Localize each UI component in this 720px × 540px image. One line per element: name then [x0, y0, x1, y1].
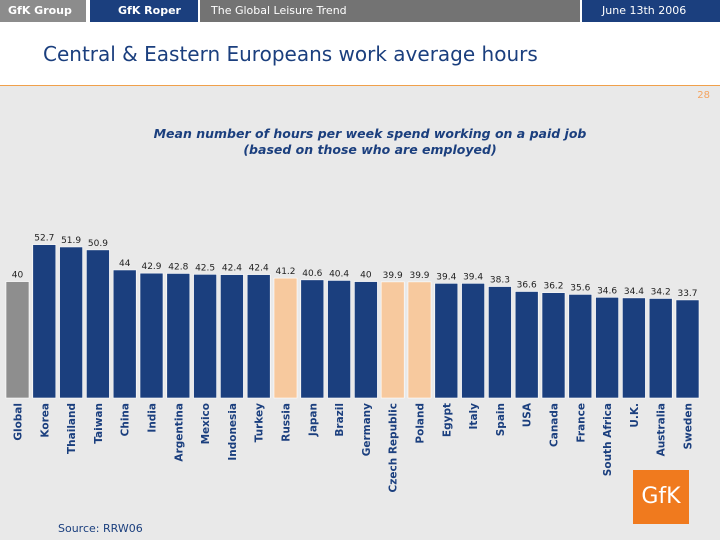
value-label: 39.9	[383, 271, 403, 281]
slide-headline: Central & Eastern Europeans work average…	[43, 42, 538, 66]
value-label: 40.6	[302, 269, 322, 279]
bar-poland	[407, 281, 432, 399]
category-label: Indonesia	[227, 403, 239, 461]
category-label: Brazil	[334, 403, 346, 437]
value-label: 34.6	[597, 286, 617, 296]
bar-thailand	[59, 246, 83, 399]
top-bar: GfK Group GfK Roper The Global Leisure T…	[0, 0, 720, 22]
value-label: 42.4	[222, 264, 242, 274]
value-label: 34.4	[624, 287, 644, 297]
category-label: Korea	[39, 403, 51, 438]
value-label: 39.4	[436, 272, 456, 282]
value-label: 39.4	[463, 272, 483, 282]
value-label: 42.9	[141, 262, 161, 272]
divider-line	[0, 85, 720, 86]
bar-taiwan	[86, 249, 110, 399]
source-note: Source: RRW06	[58, 522, 143, 535]
bar-germany	[354, 281, 378, 399]
bar-indonesia	[220, 274, 244, 399]
tab-gfk-roper[interactable]: GfK Roper	[90, 0, 198, 22]
tab-gfk-group[interactable]: GfK Group	[0, 0, 86, 22]
bar-egypt	[434, 283, 459, 399]
value-label: 36.2	[543, 282, 563, 292]
chart-title-block: Mean number of hours per week spend work…	[120, 126, 620, 158]
bar-china	[112, 269, 137, 399]
category-label: Australia	[656, 403, 668, 456]
category-label: Argentina	[173, 403, 185, 462]
bar-italy	[461, 283, 485, 399]
category-label: Japan	[307, 403, 319, 437]
category-label: Czech Republic	[388, 403, 400, 492]
category-label: India	[147, 403, 159, 433]
category-label: China	[120, 403, 132, 436]
bar-turkey	[246, 274, 271, 399]
value-label: 34.2	[651, 287, 671, 297]
bar-brazil	[327, 280, 351, 399]
gfk-logo: GfK	[633, 470, 689, 524]
value-label: 38.3	[490, 276, 510, 286]
category-label: Russia	[281, 403, 293, 442]
bar-canada	[541, 292, 566, 399]
value-label: 42.4	[249, 264, 269, 274]
category-label: Italy	[468, 403, 480, 430]
value-label: 51.9	[61, 236, 81, 246]
bar-usa	[514, 291, 539, 399]
bar-india	[139, 272, 164, 399]
bar-russia	[273, 277, 298, 399]
category-label: Spain	[495, 403, 507, 436]
bar-global	[5, 281, 30, 399]
category-label: Turkey	[254, 403, 266, 442]
category-label: Global	[13, 403, 25, 441]
category-label: Mexico	[200, 403, 212, 444]
value-label: 40	[360, 271, 372, 281]
bar-france	[568, 294, 593, 399]
bar-argentina	[166, 273, 191, 399]
category-label: France	[575, 403, 587, 443]
value-label: 35.6	[570, 283, 590, 293]
header-date: June 13th 2006	[582, 0, 720, 22]
page-number: 28	[697, 90, 710, 101]
bar-australia	[648, 298, 673, 399]
bar-mexico	[193, 274, 217, 399]
value-label: 41.2	[275, 267, 295, 277]
bar-japan	[300, 279, 325, 399]
value-label: 36.6	[517, 280, 537, 290]
value-label: 52.7	[34, 234, 54, 244]
bar-czech-republic	[380, 281, 405, 399]
chart-subtitle: (based on those who are employed)	[243, 142, 497, 157]
tab-global-leisure-trend[interactable]: The Global Leisure Trend	[200, 0, 580, 22]
bar-sweden	[675, 299, 700, 399]
category-label: USA	[522, 402, 534, 427]
category-label: Canada	[549, 403, 561, 447]
value-label: 42.5	[195, 263, 215, 273]
category-label: U.K.	[629, 403, 641, 428]
category-label: Egypt	[441, 403, 453, 437]
value-label: 40.4	[329, 269, 349, 279]
category-label: Sweden	[683, 403, 695, 450]
bar-spain	[488, 286, 512, 399]
bar-south-africa	[595, 297, 619, 399]
chart-title: Mean number of hours per week spend work…	[153, 126, 587, 141]
category-label: Poland	[415, 403, 427, 444]
value-label: 50.9	[88, 239, 108, 249]
value-label: 39.9	[409, 271, 429, 281]
bar-korea	[32, 244, 57, 399]
value-label: 40	[12, 271, 24, 281]
value-label: 44	[119, 259, 131, 269]
category-label: Thailand	[66, 403, 78, 454]
bar-u-k-	[622, 297, 646, 399]
value-label: 33.7	[677, 289, 697, 299]
category-label: South Africa	[602, 403, 614, 476]
category-label: Germany	[361, 403, 373, 456]
category-label: Taiwan	[93, 403, 105, 444]
value-label: 42.8	[168, 262, 188, 272]
